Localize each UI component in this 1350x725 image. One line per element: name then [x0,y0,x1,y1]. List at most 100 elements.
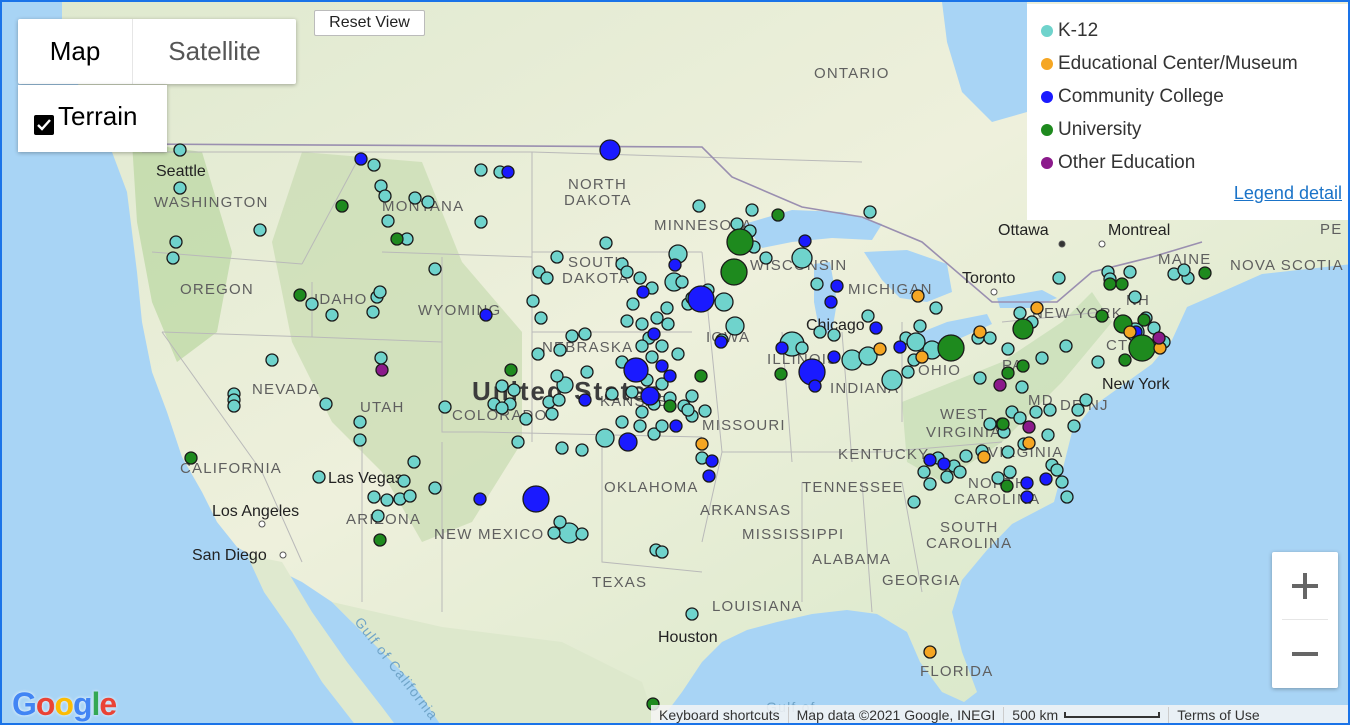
other-education-dot-icon [1041,156,1053,169]
terrain-checkbox[interactable] [34,114,54,135]
label-maine: MAINE [1158,251,1212,268]
map-type-control: Map Satellite [18,19,296,84]
label-oklahoma: OKLAHOMA [604,479,699,496]
zoom-divider [1282,619,1328,620]
legend-item-community-college: Community College [1041,80,1348,113]
plus-icon [1292,572,1318,599]
city-seattle: Seattle [156,163,206,180]
city-toronto-marker [990,288,998,296]
label-idaho: IDAHO [314,291,368,308]
zoom-out-button[interactable] [1272,620,1338,687]
k12-dot-icon [1041,24,1053,37]
legend-item-university: University [1041,113,1348,146]
city-los-angeles: Los Angeles [212,503,299,520]
attribution-bar: Keyboard shortcuts Map data ©2021 Google… [651,705,1348,723]
legend-label: Other Education [1058,151,1196,173]
label-south-carolina-2: CAROLINA [926,535,1012,552]
label-oregon: OREGON [180,281,254,298]
scale-bar[interactable]: 500 km [1004,707,1170,723]
label-michigan: MICHIGAN [848,281,933,298]
education-site-markers [166,139,1212,711]
label-west-virginia-1: WEST [940,406,988,423]
label-south-carolina-1: SOUTH [940,519,999,536]
community-college-dot-icon [1041,90,1053,103]
university-markers [184,199,1212,711]
label-nevada: NEVADA [252,381,320,398]
zoom-control [1272,552,1338,688]
label-north-dakota-1: NORTH [568,176,627,193]
legend-label: Community College [1058,85,1224,107]
label-indiana: INDIANA [830,380,899,397]
legend-item-k12: K-12 [1041,14,1348,47]
label-south-dakota-1: SOUTH [568,254,627,271]
map-data-attribution: Map data ©2021 Google, INEGI [789,707,1005,723]
legend-item-other-education: Other Education [1041,146,1348,179]
city-los-angeles-marker [258,520,266,528]
rocky-mountains-shade [272,152,522,542]
city-ottawa-marker [1058,240,1066,248]
google-logo[interactable]: Google [12,686,117,722]
scale-bar-graphic [1064,712,1161,718]
label-louisiana: LOUISIANA [712,598,803,615]
scale-label: 500 km [1012,707,1059,723]
appalachian-shade [902,292,1112,482]
lake-huron [864,250,952,302]
university-dot-icon [1041,123,1053,136]
label-georgia: GEORGIA [882,572,960,589]
other-education-markers [375,331,1166,434]
label-tennessee: TENNESSEE [802,479,904,496]
label-north-dakota-2: DAKOTA [564,192,632,209]
terrain-toggle[interactable]: Terrain [18,85,167,152]
baja-peninsula [247,555,394,723]
map-type-map-button[interactable]: Map [18,19,133,84]
museum-markers [695,289,1167,659]
hudson-bay-edge [942,2,1027,122]
label-pe: PE [1320,221,1342,238]
reset-view-button[interactable]: Reset View [314,10,425,36]
keyboard-shortcuts-link[interactable]: Keyboard shortcuts [651,707,789,723]
city-new-york: New York [1102,376,1171,393]
label-ontario: ONTARIO [814,65,890,82]
lake-ontario [997,290,1057,308]
terms-of-use-link[interactable]: Terms of Use [1177,707,1260,723]
city-montreal: Montreal [1108,222,1170,239]
label-minnesota: MINNESOTA [654,217,753,234]
city-ottawa: Ottawa [998,222,1049,239]
city-san-diego: San Diego [192,547,267,564]
label-utah: UTAH [360,399,405,416]
legend-panel: K-12 Educational Center/Museum Community… [1027,4,1348,220]
terrain-label: Terrain [58,101,138,131]
minus-icon [1292,651,1318,656]
label-missouri: MISSOURI [702,417,786,434]
map-type-satellite-button[interactable]: Satellite [168,36,261,66]
label-ct: CT [1106,337,1128,354]
city-san-diego-marker [279,551,287,559]
zoom-in-button[interactable] [1272,552,1338,619]
city-toronto: Toronto [962,270,1015,287]
museum-dot-icon [1041,57,1053,70]
label-florida: FLORIDA [920,663,993,680]
label-nj: NJ [1088,397,1109,414]
west-coast-green [132,142,232,362]
label-kentucky: KENTUCKY [838,446,929,463]
label-north-carolina-2: CAROLINA [954,491,1040,508]
label-west-virginia-2: VIRGINIA [926,424,1001,441]
city-montreal-marker [1098,240,1106,248]
label-new-mexico: NEW MEXICO [434,526,544,543]
label-california: CALIFORNIA [180,460,282,477]
legend-label: Educational Center/Museum [1058,52,1298,74]
label-arkansas: ARKANSAS [700,502,791,519]
label-south-dakota-2: DAKOTA [562,270,630,287]
checkmark-icon [37,118,51,131]
community-college-markers [354,139,1143,513]
label-texas: TEXAS [592,574,647,591]
label-washington: WASHINGTON [154,194,269,211]
city-las-vegas: Las Vegas [328,470,403,487]
label-mississippi: MISSISSIPPI [742,526,844,543]
legend-label: University [1058,118,1142,140]
legend-detail-link[interactable]: Legend detail [1233,183,1342,203]
label-montana: MONTANA [382,198,464,215]
label-ohio: OHIO [918,362,961,379]
mexico-mainland [332,602,656,723]
